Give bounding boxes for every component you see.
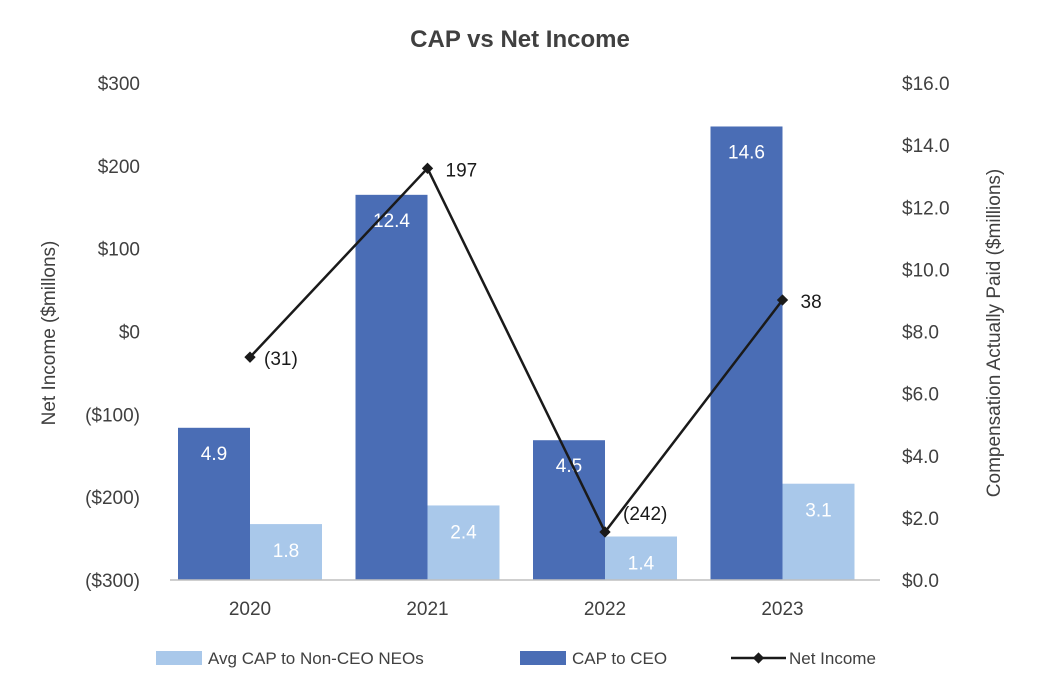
bar-avg-cap-non-ceo <box>605 536 677 580</box>
x-tick-label: 2020 <box>229 599 271 620</box>
right-tick-label: $10.0 <box>902 260 950 281</box>
left-tick-label: $0 <box>119 323 140 344</box>
bars: 4.91.812.42.44.51.414.63.1 <box>178 126 855 581</box>
x-tick-label: 2022 <box>584 599 626 620</box>
legend-label-net-income: Net Income <box>789 649 876 668</box>
bar-avg-cap-non-ceo <box>427 505 500 580</box>
bar-cap-to-ceo <box>178 427 250 580</box>
right-axis-label: Compensation Actually Paid ($millions) <box>984 169 1005 497</box>
left-tick-label: $300 <box>98 74 140 95</box>
legend-swatch-avg-cap <box>156 651 202 665</box>
legend-swatch-cap-ceo <box>520 651 566 665</box>
x-tick-label: 2021 <box>406 599 448 620</box>
net-income-label: 38 <box>801 292 822 313</box>
right-tick-label: $8.0 <box>902 323 939 344</box>
bar-label-avg-cap-non-ceo: 1.4 <box>628 554 655 575</box>
legend-label-cap-ceo: CAP to CEO <box>572 649 667 668</box>
right-axis-ticks: $16.0 $14.0 $12.0 $10.0 $8.0 $6.0 $4.0 $2.0 $0.0 <box>902 74 950 592</box>
net-income-point <box>599 526 611 538</box>
net-income-polyline <box>249 166 784 535</box>
bar-avg-cap-non-ceo <box>782 483 855 580</box>
net-income-label: (242) <box>623 504 667 525</box>
bar-label-avg-cap-non-ceo: 1.8 <box>273 541 299 562</box>
bar-avg-cap-non-ceo <box>250 524 322 580</box>
legend-label-avg-cap: Avg CAP to Non-CEO NEOs <box>208 649 424 668</box>
left-tick-label: $100 <box>98 240 140 261</box>
bar-cap-to-ceo <box>355 194 428 580</box>
right-tick-label: $6.0 <box>902 385 939 406</box>
bar-label-avg-cap-non-ceo: 3.1 <box>805 501 831 522</box>
right-tick-label: $14.0 <box>902 136 950 157</box>
left-tick-label: ($100) <box>85 405 140 426</box>
left-axis-label: Net Income ($millons) <box>39 241 60 426</box>
net-income-line: (31) 197 (242) 38 <box>244 160 822 538</box>
legend-marker-net-income <box>752 652 765 664</box>
x-tick-label: 2023 <box>761 599 803 620</box>
x-axis-ticks: 2020 2021 2022 2023 <box>229 599 804 620</box>
net-income-label: 197 <box>446 160 478 181</box>
net-income-point <box>244 351 256 363</box>
right-tick-label: $0.0 <box>902 571 939 592</box>
legend: Avg CAP to Non-CEO NEOs CAP to CEO Net I… <box>156 649 876 668</box>
net-income-point <box>421 162 434 174</box>
bar-label-avg-cap-non-ceo: 2.4 <box>450 522 477 543</box>
left-axis-ticks: $300 $200 $100 $0 ($100) ($200) ($300) <box>85 74 140 592</box>
right-tick-label: $16.0 <box>902 74 950 95</box>
chart-title: CAP vs Net Income <box>410 26 630 53</box>
bar-cap-to-ceo <box>710 126 783 581</box>
left-tick-label: ($200) <box>85 488 140 509</box>
right-tick-label: $12.0 <box>902 198 950 219</box>
left-tick-label: ($300) <box>85 571 140 592</box>
left-tick-label: $200 <box>98 157 140 178</box>
net-income-point <box>776 294 789 306</box>
net-income-label: (31) <box>264 349 298 370</box>
bar-label-cap-to-ceo: 14.6 <box>728 142 765 163</box>
right-tick-label: $2.0 <box>902 509 939 530</box>
right-tick-label: $4.0 <box>902 447 939 468</box>
bar-label-cap-to-ceo: 4.9 <box>201 444 227 465</box>
